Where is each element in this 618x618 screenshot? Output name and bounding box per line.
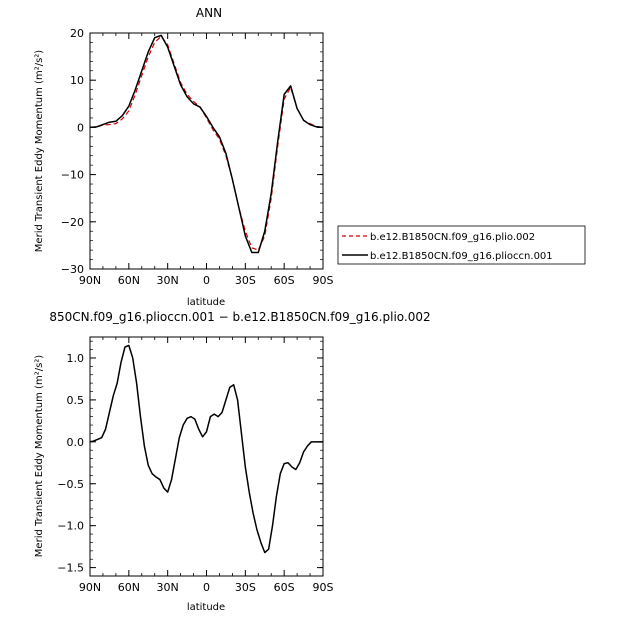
y-tick-label: 0.0: [67, 436, 85, 449]
x-axis-label: latitude: [187, 297, 225, 308]
x-tick-label: 30S: [235, 581, 256, 594]
x-tick-label: 60N: [118, 581, 140, 594]
legend-entry-2: b.e12.B1850CN.f09_g16.plioccn.001: [370, 251, 553, 262]
plot-frame: [89, 336, 324, 577]
y-tick-label: −20: [61, 216, 84, 229]
legend-box: [337, 225, 586, 265]
series-line-1: [89, 344, 323, 554]
x-tick-label: 60N: [118, 274, 140, 287]
x-tick-label: 0: [203, 274, 210, 287]
x-tick-label: 90S: [313, 274, 334, 287]
series-line-1: [89, 35, 324, 251]
y-axis-label: Merid Transient Eddy Momentum (m²/s²): [34, 50, 45, 252]
x-tick-label: 30S: [235, 274, 256, 287]
y-tick-label: −1.5: [57, 562, 84, 575]
plot-frame: [89, 32, 324, 270]
y-tick-label: 10: [70, 74, 84, 87]
x-tick-label: 30N: [157, 274, 179, 287]
y-tick-label: 20: [70, 27, 84, 40]
chart-title: 850CN.f09_g16.plioccn.001 − b.e12.B1850C…: [49, 310, 430, 324]
axis-ticks: 90N 60N 30N 0 30S 60S 90S 20 10 0 −10 −20 −30: [61, 27, 334, 287]
x-tick-label: 30N: [157, 581, 179, 594]
x-tick-label: 90N: [79, 274, 101, 287]
axis-ticks: 90N 60N 30N 0 30S 60S 90S 1.0 0.5 0.0 −0.5 −1.0 −1.5: [57, 337, 334, 594]
y-tick-label: 1.0: [67, 352, 85, 365]
x-tick-label: 60S: [274, 581, 295, 594]
top-panel: ANN 90N 60N 30N 0 30S 60S 90S 20 10 0 −10 −20 −30 Me…: [34, 6, 334, 308]
bottom-panel: 850CN.f09_g16.plioccn.001 − b.e12.B1850C…: [34, 310, 431, 613]
series-layer: [89, 34, 324, 254]
legend: b.e12.B1850CN.f09_g16.plio.002 b.e12.B18…: [337, 225, 586, 265]
x-tick-label: 0: [203, 581, 210, 594]
legend-entry-1: b.e12.B1850CN.f09_g16.plio.002: [370, 232, 535, 243]
y-tick-label: −30: [61, 263, 84, 276]
y-tick-label: 0.5: [67, 394, 85, 407]
series-line-2: [89, 34, 324, 254]
x-tick-label: 60S: [274, 274, 295, 287]
y-axis-label: Merid Transient Eddy Momentum (m²/s²): [34, 355, 45, 557]
series-layer: [89, 344, 323, 554]
y-tick-label: −1.0: [57, 520, 84, 533]
y-tick-label: −10: [61, 169, 84, 182]
chart-title: ANN: [196, 6, 222, 20]
x-tick-label: 90S: [313, 581, 334, 594]
y-tick-label: 0: [77, 121, 84, 134]
y-tick-label: −0.5: [57, 478, 84, 491]
x-axis-label: latitude: [187, 602, 225, 613]
x-tick-label: 90N: [79, 581, 101, 594]
